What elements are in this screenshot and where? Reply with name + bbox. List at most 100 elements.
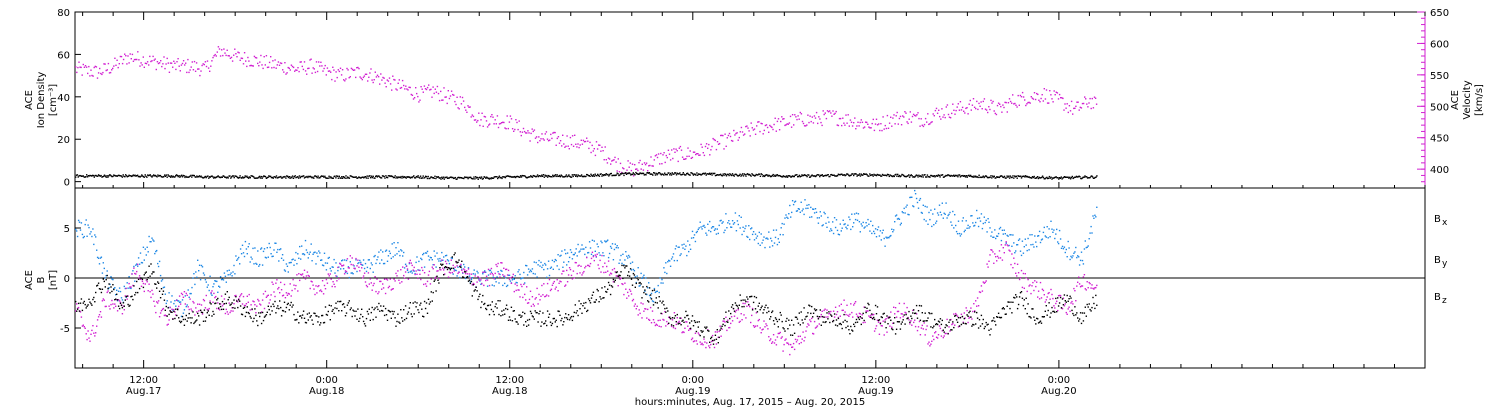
bx-point [486,304,489,307]
by-point [1059,238,1062,240]
density-point [602,174,604,176]
bx-point [301,314,304,316]
by-point [722,221,724,223]
density-point [635,171,637,174]
density-point [1031,176,1034,178]
velocity-point [356,67,358,69]
by-point [359,259,361,262]
density-point [1035,177,1037,179]
velocity-point [713,138,715,141]
bx-point [123,305,125,307]
velocity-point [165,63,167,65]
bz-point [598,267,600,270]
density-point [701,173,703,176]
by-point [195,271,197,273]
bz-point [308,275,310,277]
by-point [724,229,726,231]
bz-point [505,268,508,270]
velocity-point [863,126,866,128]
bz-point [310,280,312,282]
bx-point [167,307,169,309]
velocity-point [705,143,708,145]
density-point [512,176,514,178]
bx-point [327,310,329,313]
bx-point [299,315,301,317]
by-point [1075,246,1077,249]
density-point [445,176,447,179]
density-point [91,175,93,177]
density-point [876,173,879,176]
by-point [999,226,1002,229]
velocity-point [160,60,162,62]
bz-point [145,279,147,281]
bz-point [425,285,428,287]
bx-point [436,275,438,277]
velocity-point [167,62,169,64]
density-point [923,174,925,176]
by-point [678,246,680,248]
bx-point [100,291,103,294]
by-point [538,259,540,262]
density-point [87,175,90,177]
by-point [111,278,113,280]
bx-point [83,300,85,303]
density-point [436,176,438,178]
by-point [483,271,485,273]
by-point [202,272,205,274]
bx-point [132,298,134,301]
density-point [793,175,795,178]
density-point [1019,175,1021,178]
velocity-point [760,122,762,125]
velocity-point [479,124,481,127]
by-point [260,247,263,249]
by-point [645,277,647,279]
by-point [914,189,916,192]
by-point [552,268,554,270]
velocity-point [513,130,515,132]
density-point [857,174,859,176]
density-point [198,175,201,177]
velocity-point [1065,107,1067,109]
bz-point [112,303,114,305]
bz-point [646,317,648,319]
velocity-point [231,60,234,62]
density-point [395,177,397,179]
by-point [558,268,560,271]
density-point [161,176,163,178]
bz-point [982,281,984,283]
density-point [894,174,896,176]
bz-point [524,293,526,296]
density-point [938,174,940,177]
by-point [389,252,391,255]
velocity-point [725,145,727,147]
by-point [285,263,288,265]
bz-point [171,308,173,310]
velocity-point [699,154,701,156]
density-point [408,176,411,178]
density-point [918,174,920,176]
bz-point [321,290,323,293]
density-point [1041,175,1044,177]
bz-point [354,268,356,270]
by-point [219,276,222,278]
bz-point [863,306,865,308]
density-point [569,175,571,178]
bz-point [1025,277,1027,279]
bz-point [664,310,666,313]
bz-point [574,261,576,264]
by-point [403,267,406,269]
velocity-point [632,175,635,177]
by-point [464,277,467,280]
density-point [356,177,358,179]
by-point [1018,238,1021,240]
by-point [116,300,119,302]
by-point [650,292,653,295]
by-point [974,224,976,227]
by-point [622,253,624,255]
velocity-point [300,61,302,63]
bz-point [621,283,623,285]
bz-point [301,274,303,276]
by-point [970,215,972,217]
bz-point [1001,259,1004,261]
density-point [396,176,398,178]
